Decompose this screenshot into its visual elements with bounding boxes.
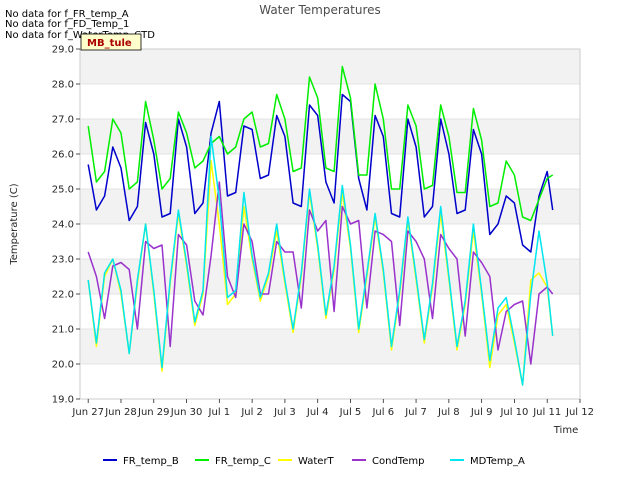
chart-title: Water Temperatures xyxy=(259,3,381,17)
no-data-note: No data for f_FR_temp_A xyxy=(5,9,129,20)
legend: FR_temp_B FR_temp_C WaterT CondTemp MDTemp_A xyxy=(103,456,525,467)
y-tick-label: 23.0 xyxy=(52,255,74,266)
no-data-note: No data for f_WaterTemp_CTD xyxy=(5,30,155,41)
legend-item: CondTemp xyxy=(352,456,424,467)
legend-label: MDTemp_A xyxy=(470,456,525,467)
x-tick-label: Jul 2 xyxy=(240,407,263,418)
x-tick-label: Jul 3 xyxy=(273,407,296,418)
legend-label: CondTemp xyxy=(372,456,424,467)
background-band xyxy=(80,224,580,259)
legend-label: FR_temp_C xyxy=(215,456,271,467)
x-tick-label: Jul 1 xyxy=(208,407,231,418)
x-tick-label: Jul 6 xyxy=(371,407,394,418)
series-line-MDTemp_A xyxy=(87,135,554,386)
background-band xyxy=(80,364,580,399)
y-tick-label: 22.0 xyxy=(52,290,74,301)
background-band xyxy=(80,119,580,154)
background-band xyxy=(80,154,580,189)
x-axis-ticks: Jun 27 Jun 28 Jun 29 Jun 30 Jul 1 Jul 2 Jul 3 J… xyxy=(71,399,594,418)
y-tick-label: 25.0 xyxy=(52,185,74,196)
site-tag: MB_tule xyxy=(80,33,142,51)
background-band xyxy=(80,84,580,119)
y-tick-label: 21.0 xyxy=(52,325,74,336)
series-line-FR_temp_C xyxy=(87,65,554,222)
legend-item: WaterT xyxy=(278,456,335,467)
series-line-FR_temp_B xyxy=(87,93,554,253)
legend-label: WaterT xyxy=(298,456,335,467)
x-tick-label: Jun 28 xyxy=(104,407,137,418)
x-tick-label: Jul 7 xyxy=(404,407,427,418)
x-axis-title: Time xyxy=(553,425,578,436)
legend-label: FR_temp_B xyxy=(123,456,179,467)
y-tick-label: 26.0 xyxy=(52,150,74,161)
legend-item: MDTemp_A xyxy=(450,456,525,467)
no-data-note: No data for f_FD_Temp_1 xyxy=(5,19,129,30)
x-tick-label: Jun 27 xyxy=(71,407,104,418)
x-tick-label: Jul 9 xyxy=(470,407,493,418)
x-tick-label: Jul 12 xyxy=(565,407,594,418)
x-tick-label: Jul 11 xyxy=(532,407,561,418)
legend-item: FR_temp_C xyxy=(195,456,271,467)
no-data-notes: No data for f_FR_temp_A No data for f_FD… xyxy=(5,9,155,41)
x-tick-label: Jun 29 xyxy=(137,407,170,418)
site-tag-box xyxy=(80,33,142,51)
x-tick-label: Jul 4 xyxy=(306,407,329,418)
background-band xyxy=(80,49,580,84)
y-tick-label: 29.0 xyxy=(52,45,74,56)
y-axis-title: Temperature (C) xyxy=(9,183,20,265)
legend-item: FR_temp_B xyxy=(103,456,179,467)
y-tick-label: 19.0 xyxy=(52,395,74,406)
background-band xyxy=(80,329,580,364)
y-tick-label: 24.0 xyxy=(52,220,74,231)
y-tick-label: 27.0 xyxy=(52,115,74,126)
y-tick-label: 28.0 xyxy=(52,80,74,91)
background-band xyxy=(80,189,580,224)
x-tick-label: Jul 5 xyxy=(339,407,362,418)
y-tick-label: 20.0 xyxy=(52,360,74,371)
y-axis-ticks: 19.0 20.0 21.0 22.0 23.0 24.0 25.0 26.0 27.0 28.0… xyxy=(52,45,80,406)
series-layer xyxy=(87,65,554,386)
x-tick-label: Jul 10 xyxy=(499,407,528,418)
site-tag-label: MB_tule xyxy=(87,38,132,49)
x-tick-label: Jun 30 xyxy=(170,407,203,418)
x-tick-label: Jul 8 xyxy=(437,407,460,418)
